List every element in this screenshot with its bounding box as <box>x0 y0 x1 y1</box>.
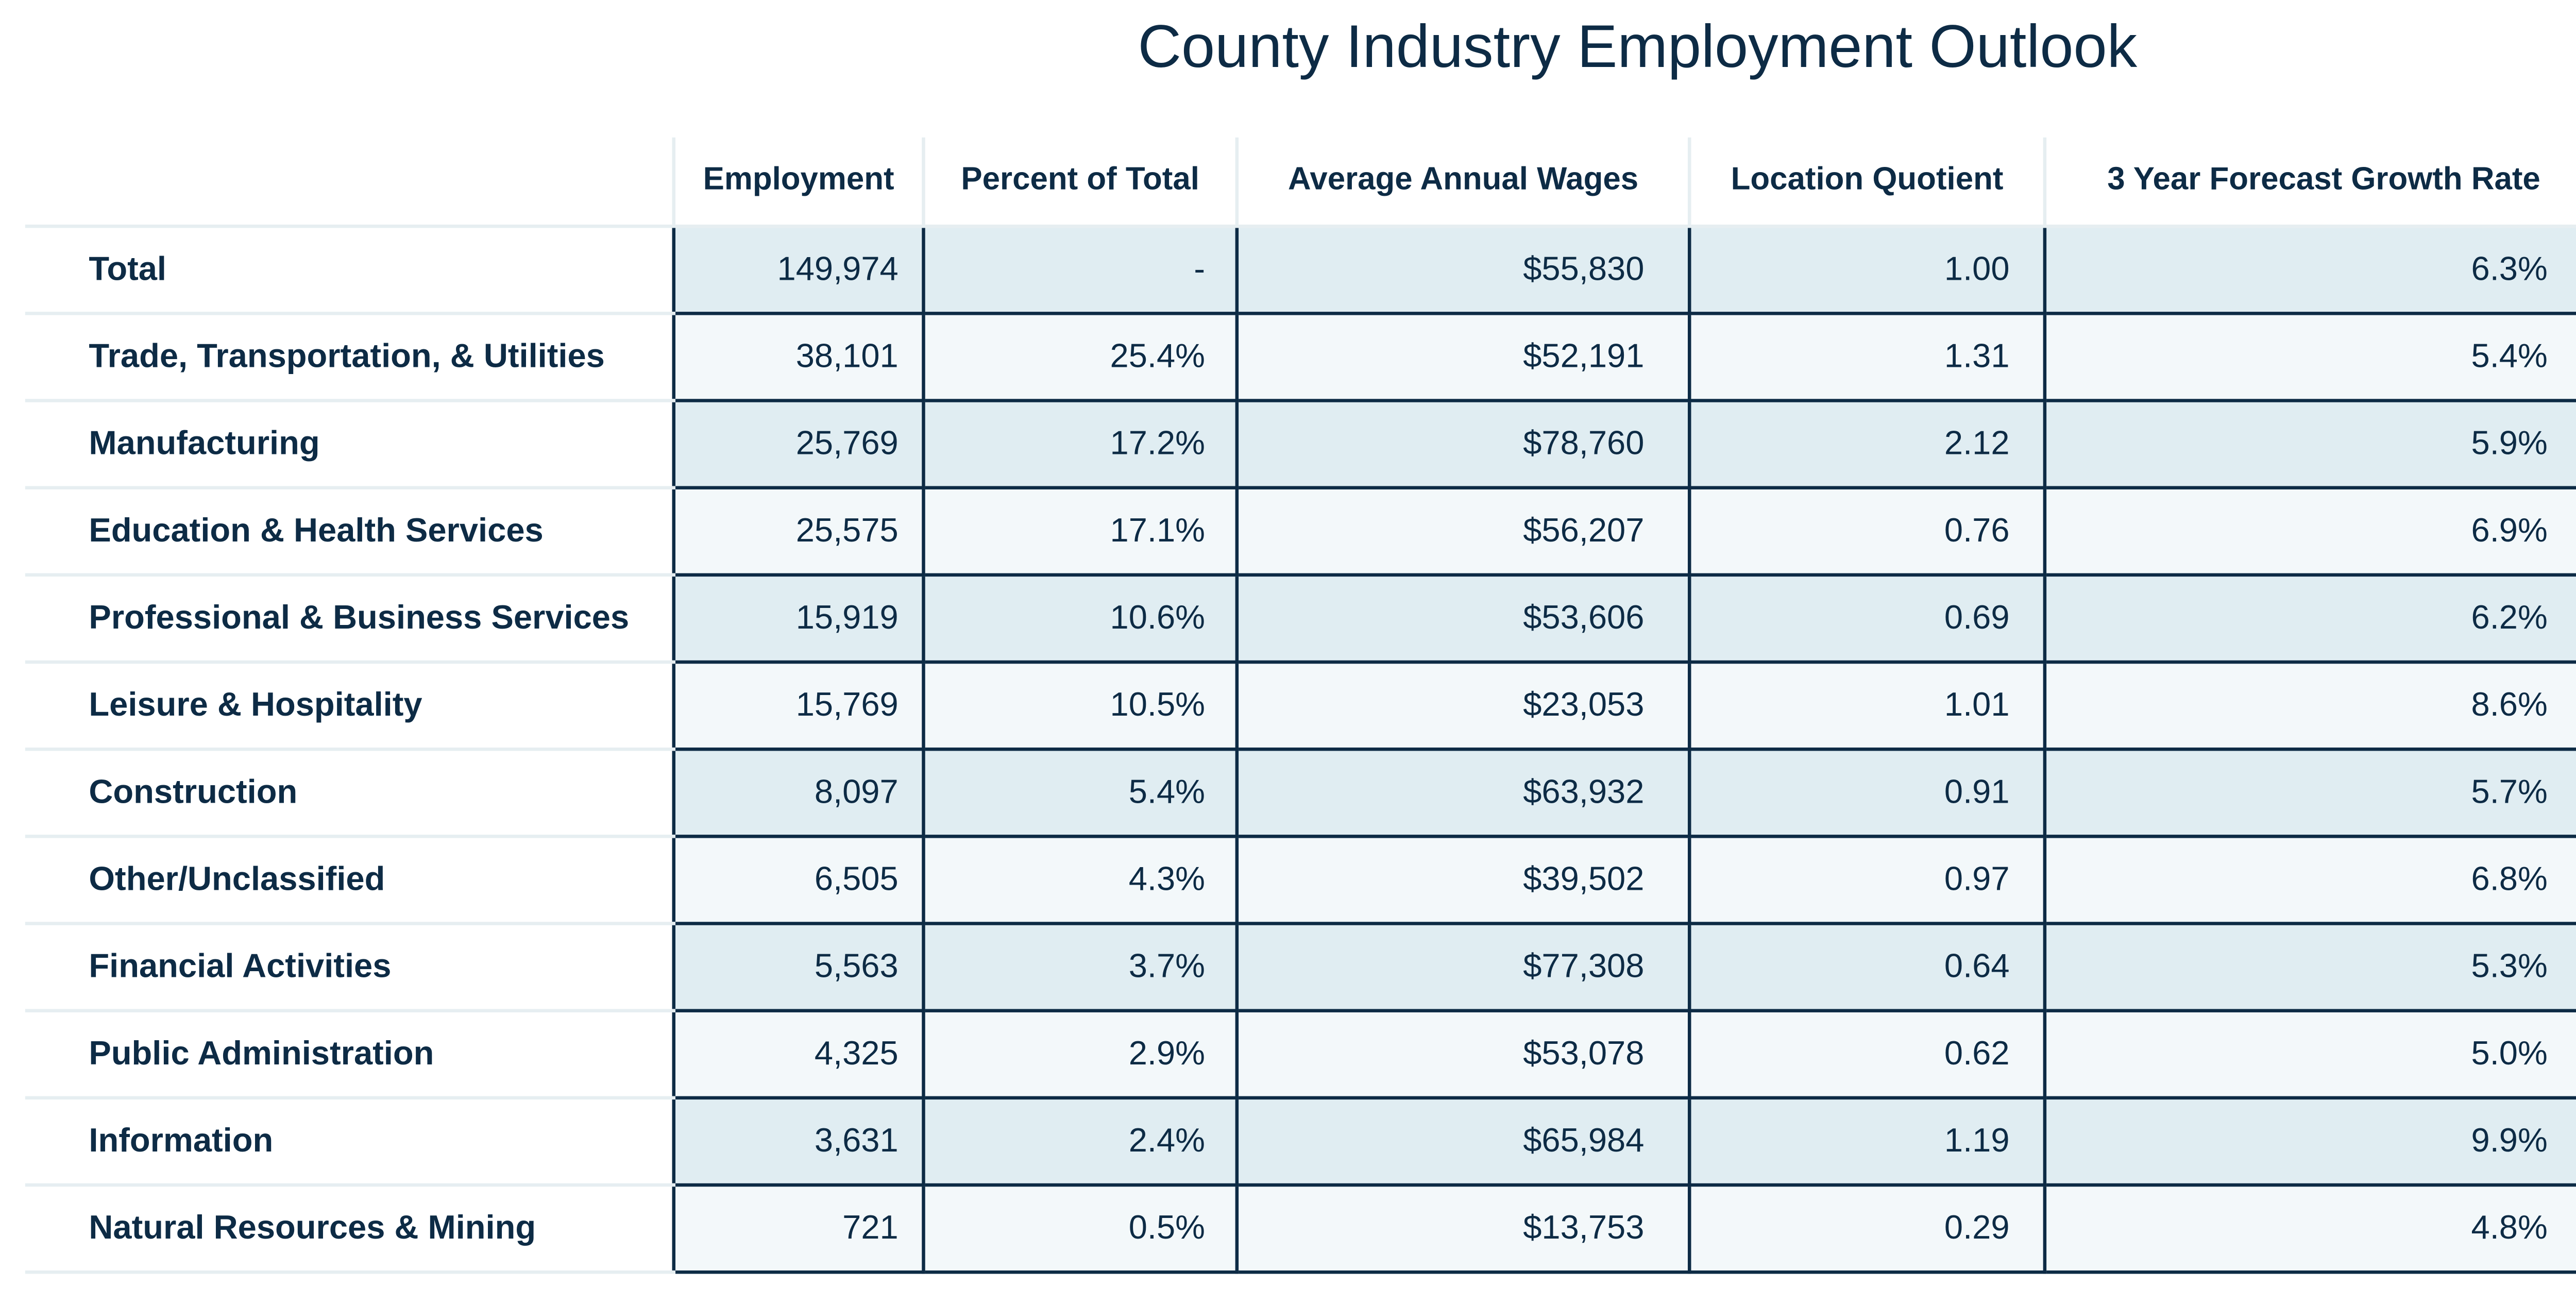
table-row: Natural Resources & Mining 721 0.5% $13,753… <box>25 1183 2576 1274</box>
employment-cell: 15,769 <box>672 660 925 751</box>
location-quotient-cell: 0.62 <box>1687 1009 2047 1100</box>
employment-cell: 4,325 <box>672 1009 925 1100</box>
industry-label: Other/Unclassified <box>25 836 674 925</box>
wages-cell: $23,053 <box>1235 660 1691 751</box>
location-quotient-cell: 0.91 <box>1687 747 2047 838</box>
growth-rate-cell: 8.6% <box>2043 660 2576 751</box>
industry-label: Total <box>25 226 674 315</box>
table-row: Trade, Transportation, & Utilities 38,101… <box>25 312 2576 402</box>
table-row: Total 149,974- $55,830 1.00 6.3% <box>25 224 2576 315</box>
table-row: Construction 8,097 5.4% $63,932 0.91 5.7% <box>25 747 2576 838</box>
growth-rate-cell: 5.0% <box>2043 1009 2576 1100</box>
location-quotient-cell: 0.64 <box>1687 922 2047 1012</box>
industry-label: Leisure & Hospitality <box>25 662 674 751</box>
employment-cell: 149,974 <box>672 224 925 315</box>
percent-cell: 2.9% <box>922 1009 1239 1100</box>
industry-label: Natural Resources & Mining <box>25 1185 674 1274</box>
growth-rate-cell: 6.3% <box>2043 224 2576 315</box>
wages-cell: $56,207 <box>1235 486 1691 577</box>
industry-label: Education & Health Services <box>25 487 674 577</box>
location-quotient-cell: 1.19 <box>1687 1096 2047 1187</box>
header-growth-rate: 3 Year Forecast Growth Rate <box>2043 137 2576 228</box>
industry-label: Manufacturing <box>25 400 674 489</box>
wages-cell: $78,760 <box>1235 399 1691 489</box>
growth-rate-cell: 5.4% <box>2043 312 2576 402</box>
growth-rate-cell: 6.2% <box>2043 573 2576 664</box>
growth-rate-cell: 9.9% <box>2043 1096 2576 1187</box>
table-row: Professional & Business Services 15,919 10… <box>25 573 2576 664</box>
industry-label: Trade, Transportation, & Utilities <box>25 313 674 402</box>
employment-cell: 8,097 <box>672 747 925 838</box>
wages-cell: $52,191 <box>1235 312 1691 402</box>
employment-cell: 25,769 <box>672 399 925 489</box>
location-quotient-cell: 1.01 <box>1687 660 2047 751</box>
percent-cell: 25.4% <box>922 312 1239 402</box>
location-quotient-cell: 1.00 <box>1687 224 2047 315</box>
wages-cell: $77,308 <box>1235 922 1691 1012</box>
header-percent-of-total: Percent of Total <box>922 137 1237 228</box>
employment-cell: 721 <box>672 1183 925 1274</box>
employment-cell: 25,575 <box>672 486 925 577</box>
growth-rate-cell: 6.8% <box>2043 835 2576 925</box>
industry-label: Professional & Business Services <box>25 574 674 664</box>
percent-cell: 3.7% <box>922 922 1239 1012</box>
wages-cell: $53,078 <box>1235 1009 1691 1100</box>
industry-label: Construction <box>25 749 674 838</box>
growth-rate-cell: 5.7% <box>2043 747 2576 838</box>
employment-cell: 38,101 <box>672 312 925 402</box>
percent-cell: 17.1% <box>922 486 1239 577</box>
percent-cell: 2.4% <box>922 1096 1239 1187</box>
table-row: Leisure & Hospitality 15,769 10.5% $23,053 1… <box>25 660 2576 751</box>
chart-title: County Industry Employment Outlook <box>1138 11 2138 81</box>
location-quotient-cell: 1.31 <box>1687 312 2047 402</box>
location-quotient-cell: 0.29 <box>1687 1183 2047 1274</box>
growth-rate-cell: 6.9% <box>2043 486 2576 577</box>
wages-cell: $39,502 <box>1235 835 1691 925</box>
percent-cell: 10.5% <box>922 660 1239 751</box>
header-employment: Employment <box>672 137 924 228</box>
location-quotient-cell: 0.76 <box>1687 486 2047 577</box>
location-quotient-cell: 0.97 <box>1687 835 2047 925</box>
employment-cell: 6,505 <box>672 835 925 925</box>
table-row: Financial Activities 5,563 3.7% $77,308 0.64… <box>25 922 2576 1012</box>
table-row: Public Administration 4,325 2.9% $53,078 0.6… <box>25 1009 2576 1100</box>
header-row: Employment Percent of Total Average Annu… <box>25 137 2576 228</box>
growth-rate-cell: 4.8% <box>2043 1183 2576 1274</box>
employment-cell: 3,631 <box>672 1096 925 1187</box>
table-body: Total 149,974- $55,830 1.00 6.3% Trade, Trans… <box>25 224 2576 1274</box>
table-row: Education & Health Services 25,575 17.1% $5… <box>25 486 2576 577</box>
wages-cell: $55,830 <box>1235 224 1691 315</box>
percent-cell: - <box>922 224 1239 315</box>
industry-label: Public Administration <box>25 1010 674 1100</box>
industry-label: Financial Activities <box>25 923 674 1012</box>
growth-rate-cell: 5.9% <box>2043 399 2576 489</box>
percent-cell: 17.2% <box>922 399 1239 489</box>
wages-cell: $63,932 <box>1235 747 1691 838</box>
header-location-quotient: Location Quotient <box>1687 137 2045 228</box>
employment-cell: 15,919 <box>672 573 925 664</box>
table-row: Other/Unclassified 6,505 4.3% $39,502 0.97 6.… <box>25 835 2576 925</box>
table-row: Manufacturing 25,769 17.2% $78,760 2.12 5.9% <box>25 399 2576 489</box>
table-row: Information 3,631 2.4% $65,984 1.19 9.9% <box>25 1096 2576 1187</box>
percent-cell: 5.4% <box>922 747 1239 838</box>
employment-table: Employment Percent of Total Average Annu… <box>25 137 2576 1274</box>
percent-cell: 10.6% <box>922 573 1239 664</box>
header-industry-blank <box>25 137 674 228</box>
industry-label: Information <box>25 1097 674 1187</box>
employment-cell: 5,563 <box>672 922 925 1012</box>
percent-cell: 4.3% <box>922 835 1239 925</box>
wages-cell: $65,984 <box>1235 1096 1691 1187</box>
location-quotient-cell: 2.12 <box>1687 399 2047 489</box>
wages-cell: $53,606 <box>1235 573 1691 664</box>
growth-rate-cell: 5.3% <box>2043 922 2576 1012</box>
header-average-annual-wages: Average Annual Wages <box>1235 137 1690 228</box>
percent-cell: 0.5% <box>922 1183 1239 1274</box>
location-quotient-cell: 0.69 <box>1687 573 2047 664</box>
wages-cell: $13,753 <box>1235 1183 1691 1274</box>
